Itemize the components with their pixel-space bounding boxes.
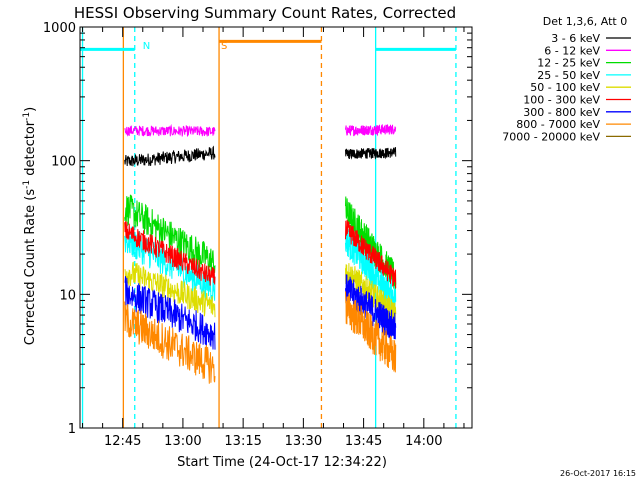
series-0-segment-1 xyxy=(345,147,397,160)
series-2-segment-0 xyxy=(124,194,216,277)
footer-timestamp: 26-Oct-2017 16:15 xyxy=(560,469,636,478)
axis-ticks: 1 10 100 1000 12:45 13:00 13:15 13:30 13:45 14:00 xyxy=(43,21,472,449)
marker-s: S xyxy=(221,41,227,52)
legend-label-6: 300 - 800 keV xyxy=(523,106,600,119)
series-1-segment-0 xyxy=(124,123,216,137)
x-tick-label-5: 14:00 xyxy=(405,434,442,449)
x-axis-label: Start Time (24-Oct-17 12:34:22) xyxy=(177,455,387,470)
legend-label-1: 6 - 12 keV xyxy=(544,44,600,57)
y-axis-label-close: ) xyxy=(23,107,38,112)
series-5-segment-1 xyxy=(345,219,397,289)
series-7-segment-0 xyxy=(124,301,216,384)
legend-label-4: 50 - 100 keV xyxy=(530,81,600,94)
y-axis-label-mid: detector xyxy=(23,120,38,180)
series-6-segment-0 xyxy=(124,276,216,350)
series-6-segment-1 xyxy=(345,274,397,341)
chart-title: HESSI Observing Summary Count Rates, Cor… xyxy=(74,4,456,22)
y-tick-label-2: 100 xyxy=(51,155,76,170)
series-7-segment-1 xyxy=(345,291,397,373)
marker-n: N xyxy=(143,41,150,52)
plot-frame xyxy=(79,26,473,429)
series-1-segment-1 xyxy=(345,124,397,137)
x-tick-label-2: 13:15 xyxy=(224,434,261,449)
legend-label-2: 12 - 25 keV xyxy=(537,57,600,70)
x-tick-label-4: 13:45 xyxy=(345,434,382,449)
y-tick-label-3: 1000 xyxy=(43,21,76,36)
y-axis-label-sup2: -1 xyxy=(22,112,32,121)
legend-label-7: 800 - 7000 keV xyxy=(516,118,600,131)
y-tick-label-0: 1 xyxy=(68,422,76,437)
series-group xyxy=(124,123,397,384)
x-tick-label-3: 13:30 xyxy=(285,434,322,449)
legend-label-8: 7000 - 20000 keV xyxy=(502,130,600,143)
x-tick-label-1: 13:00 xyxy=(164,434,201,449)
legend-title: Det 1,3,6, Att 0 xyxy=(543,15,627,28)
y-axis-label: Corrected Count Rate (s-1 detector-1) xyxy=(22,107,38,345)
legend-label-0: 3 - 6 keV xyxy=(551,32,600,45)
legend-label-5: 100 - 300 keV xyxy=(523,94,600,107)
y-axis-label-main: Corrected Count Rate (s xyxy=(23,189,38,346)
series-0-segment-0 xyxy=(124,145,216,167)
x-tick-label-0: 12:45 xyxy=(104,434,141,449)
series-5-segment-0 xyxy=(124,221,216,286)
y-tick-label-1: 10 xyxy=(59,288,76,303)
legend-label-3: 25 - 50 keV xyxy=(537,69,600,82)
y-axis-label-sup1: -1 xyxy=(22,180,32,189)
series-3-segment-0 xyxy=(124,226,216,302)
